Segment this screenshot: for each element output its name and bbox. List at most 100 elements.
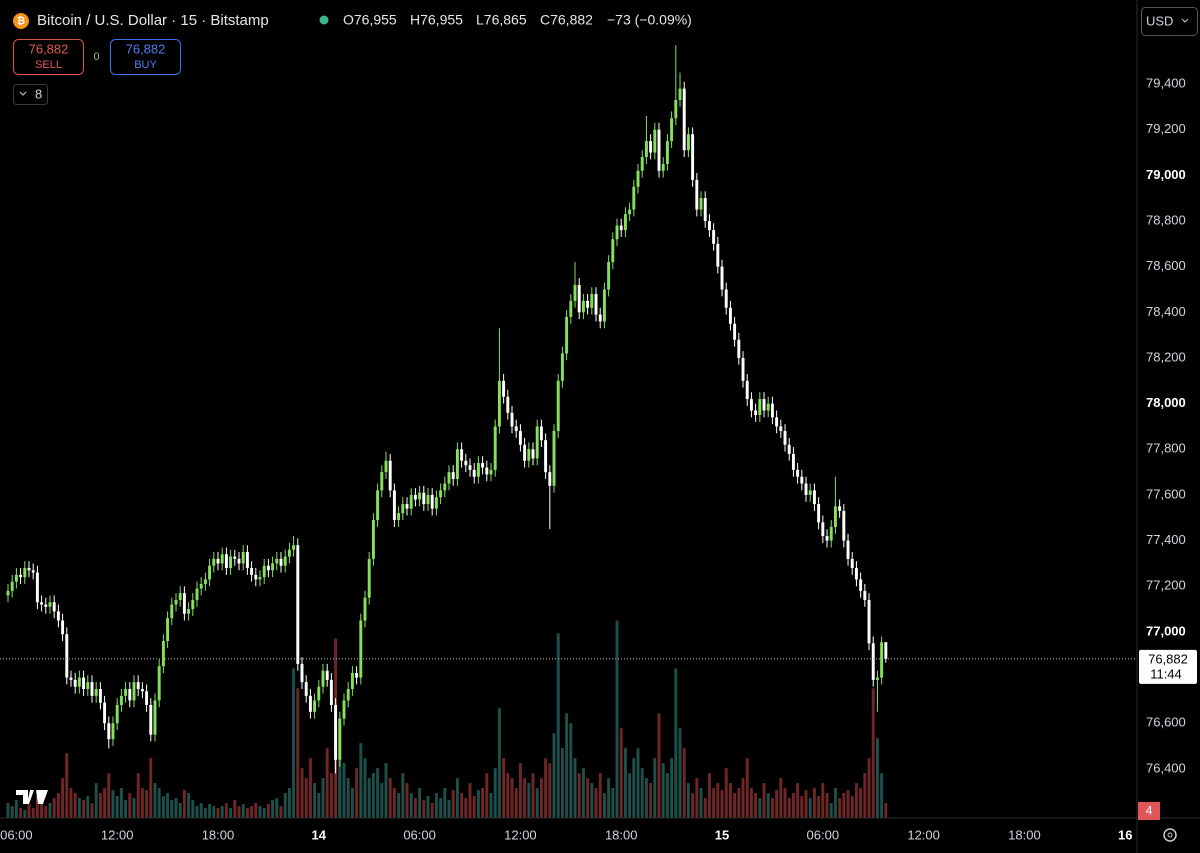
- volume-bar: [359, 743, 363, 818]
- candle-body: [636, 170, 640, 187]
- candle-body: [363, 597, 367, 621]
- candle-body: [506, 396, 510, 413]
- candle-body: [254, 574, 258, 580]
- candle-body: [161, 641, 165, 667]
- currency-button[interactable]: [1141, 7, 1198, 36]
- candle-body: [61, 620, 65, 635]
- volume-bar: [61, 778, 65, 818]
- x-tick-label: 06:00: [403, 827, 436, 842]
- candle-body: [82, 677, 86, 690]
- currency[interactable]: USD: [1146, 13, 1173, 28]
- candle-body: [388, 460, 392, 491]
- y-tick-label: 77,000: [1146, 623, 1186, 638]
- volume-bar: [174, 798, 178, 818]
- volume-bar: [502, 758, 506, 818]
- candle-body: [132, 682, 136, 701]
- volume-bar: [237, 806, 241, 818]
- volume-bar: [573, 758, 577, 818]
- volume-bar: [203, 808, 207, 818]
- candle-body: [338, 718, 342, 760]
- candle-body: [821, 522, 825, 537]
- candle-body: [434, 497, 438, 509]
- candle-body: [401, 504, 405, 514]
- volume-bar: [376, 768, 380, 818]
- candle-body: [770, 403, 774, 418]
- candle-body: [468, 465, 472, 470]
- y-tick-label: 78,400: [1146, 304, 1186, 319]
- volume-bar: [703, 798, 707, 818]
- volume-bar: [804, 790, 808, 818]
- y-tick-label: 77,800: [1146, 441, 1186, 456]
- volume-bar: [581, 768, 585, 818]
- sell-price[interactable]: 76,882: [29, 41, 69, 56]
- x-tick-label: 12:00: [504, 827, 537, 842]
- candle-body: [376, 490, 380, 521]
- candle-body: [98, 689, 102, 703]
- settings-icon[interactable]: [1163, 828, 1177, 842]
- volume-bar: [670, 758, 674, 818]
- candle-body: [145, 691, 149, 705]
- volume-bar: [695, 778, 699, 818]
- sell-label[interactable]: SELL: [35, 59, 62, 71]
- alert-count[interactable]: 4: [1146, 804, 1153, 818]
- volume-bar: [128, 793, 132, 818]
- volume-bar: [682, 748, 686, 818]
- y-tick-label: 78,200: [1146, 349, 1186, 364]
- volume-bar: [208, 804, 212, 818]
- candle-body: [502, 380, 506, 397]
- candle-body: [754, 410, 758, 416]
- alert-badge[interactable]: [1138, 802, 1160, 820]
- volume-bar: [275, 798, 279, 818]
- candle-body: [766, 403, 770, 411]
- x-tick-label: 06:00: [0, 827, 33, 842]
- candle-body: [224, 554, 228, 569]
- candle-body: [611, 239, 615, 263]
- candle-body: [275, 558, 279, 564]
- volume-bar: [539, 778, 543, 818]
- candle-body: [149, 704, 153, 735]
- buy-button[interactable]: [110, 39, 181, 75]
- candle-body: [825, 536, 829, 541]
- volume-bar: [325, 748, 329, 818]
- y-tick-label: 77,400: [1146, 532, 1186, 547]
- candle-body: [233, 556, 237, 559]
- candle-body: [439, 490, 443, 498]
- candle-body: [35, 572, 39, 603]
- candle-body: [884, 642, 888, 659]
- volume-bar: [161, 796, 165, 818]
- candle-body: [804, 483, 808, 495]
- candle-body: [241, 552, 245, 564]
- volume-bar: [644, 778, 648, 818]
- volume-bar: [842, 793, 846, 818]
- volume-bar: [216, 808, 220, 818]
- volume-bar: [56, 793, 60, 818]
- candle-body: [510, 412, 514, 427]
- candle-body: [191, 599, 195, 610]
- volume-bar: [271, 800, 275, 818]
- candle-body: [460, 449, 464, 461]
- buy-label[interactable]: BUY: [134, 59, 157, 71]
- candle-body: [859, 579, 863, 591]
- volume-bar: [397, 793, 401, 818]
- x-tick-label: 16: [1118, 827, 1132, 842]
- candle-body: [56, 611, 60, 621]
- volume-bar: [850, 796, 854, 818]
- buy-price[interactable]: 76,882: [126, 41, 166, 56]
- volume-bar: [304, 778, 308, 818]
- volume-bar: [871, 688, 875, 818]
- volume-bar: [489, 793, 493, 818]
- indicators-count[interactable]: 8: [35, 86, 42, 101]
- volume-bar: [783, 788, 787, 818]
- volume-bar: [245, 808, 249, 818]
- candle-body: [632, 186, 636, 210]
- last-price: 76,882: [1148, 651, 1188, 666]
- sell-button[interactable]: [13, 39, 84, 75]
- volume-bar: [787, 798, 791, 818]
- candle-body: [115, 704, 119, 724]
- candle-body: [481, 462, 485, 468]
- volume-bar: [329, 773, 333, 818]
- volume-bar: [678, 728, 682, 818]
- volume-bar: [623, 748, 627, 818]
- candle-body: [329, 679, 333, 705]
- indicators-toggle[interactable]: [13, 84, 48, 105]
